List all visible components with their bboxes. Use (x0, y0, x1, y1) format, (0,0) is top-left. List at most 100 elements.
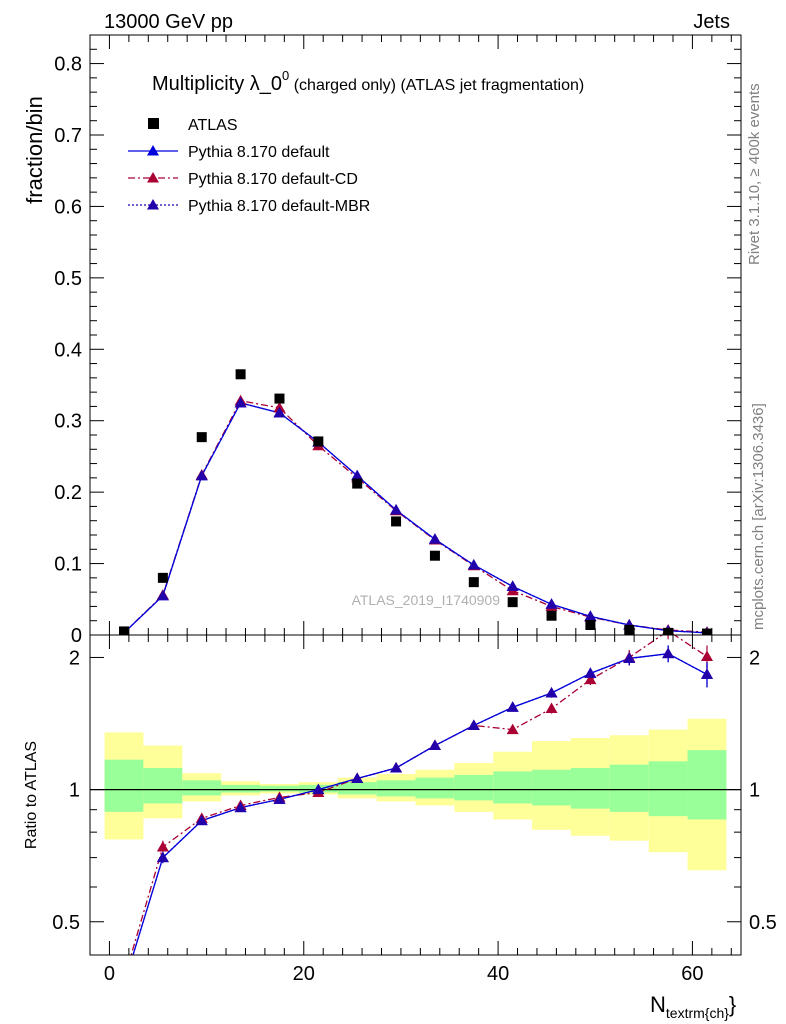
ratio-marker-default_cd (506, 723, 519, 735)
ratio-marker-default_cd (156, 841, 169, 852)
ratio-marker-default (118, 978, 130, 989)
y-tick-label: 0.8 (54, 54, 82, 76)
ratio-marker-default_mbr (273, 793, 286, 804)
legend-marker-default (147, 145, 159, 156)
atlas-data-point (468, 577, 479, 588)
ratio-marker-default_cd (118, 973, 130, 984)
ratio-marker-default_mbr (195, 814, 208, 826)
header-jets: Jets (693, 11, 730, 33)
atlas-data-point (624, 625, 635, 635)
main-marker-default_mbr (234, 396, 247, 408)
ratio-y-tick-label: 0.5 (52, 912, 80, 934)
y-tick-label: 0.5 (54, 268, 82, 290)
atlas-data-point (585, 620, 596, 630)
ratio-marker-default_mbr (312, 783, 325, 795)
legend-label-default_mbr: Pythia 8.170 default-MBR (188, 198, 370, 215)
main-marker-default_mbr (351, 469, 364, 481)
y-tick-label: 0.7 (54, 125, 82, 147)
uncertainty-band-inner (532, 769, 571, 806)
uncertainty-band-inner (104, 759, 144, 812)
uncertainty-band-inner (182, 780, 222, 796)
atlas-data-point (429, 550, 440, 561)
ratio-y-axis-label: Ratio to ATLAS (23, 741, 40, 849)
main-line-default (123, 402, 708, 634)
analysis-watermark: ATLAS_2019_I1740909 (352, 592, 501, 608)
ratio-panel: 0.5 0.5 1 1 2 2 0 20 40 60 Ratio to ATLAS Ntextr… (23, 634, 777, 1021)
x-tick-label: 20 (293, 963, 315, 985)
uncertainty-band-inner (260, 785, 299, 792)
uncertainty-band-inner (454, 774, 494, 801)
uncertainty-band-inner (337, 782, 377, 795)
plot-title-main: Multiplicity λ_0 (152, 73, 282, 95)
atlas-data-point (196, 432, 207, 443)
main-marker-default_mbr (195, 469, 208, 481)
uncertainty-band-inner (609, 764, 649, 812)
main-marker-default_mbr (273, 406, 286, 418)
legend-label-atlas: ATLAS (188, 117, 238, 134)
ratio-marker-default_mbr (390, 762, 403, 773)
mcplots-reference-label: mcplots.cern.ch [arXiv:1306.3436] (750, 403, 767, 630)
ratio-marker-default_mbr (428, 739, 441, 751)
uncertainty-band-inner (570, 768, 610, 809)
legend-label-default: Pythia 8.170 default (188, 144, 330, 161)
ratio-marker-default_mbr (700, 668, 713, 679)
main-plot-area (119, 369, 713, 635)
uncertainty-band-inner (687, 750, 727, 820)
atlas-data-point (157, 572, 168, 583)
uncertainty-band-inner (143, 768, 183, 804)
main-y-axis: 0 0.1 0.2 0.3 0.4 0.5 0.6 0.7 0.8 (54, 48, 741, 647)
main-marker-default_mbr (545, 598, 558, 609)
ratio-marker-default_cd (584, 673, 597, 685)
ratio-marker-default_mbr (623, 652, 636, 663)
ratio-marker-default_mbr (467, 719, 480, 730)
y-tick-label: 0.6 (54, 196, 82, 218)
ratio-marker-default_mbr (351, 772, 364, 783)
main-marker-default_mbr (428, 533, 441, 544)
ratio-marker-default_mbr (234, 801, 247, 813)
x-tick-label: 60 (681, 963, 703, 985)
ratio-marker-default_mbr (584, 667, 597, 678)
main-x-ticks (108, 35, 732, 635)
ratio-y-tick-label-right: 2 (749, 647, 760, 669)
x-axis-label-sub: textrm{ch} (666, 1005, 729, 1021)
ratio-marker-default_mbr (662, 647, 675, 659)
atlas-data-point (507, 597, 518, 608)
ratio-frame (89, 634, 742, 956)
x-axis: 0 20 40 60 (104, 635, 732, 985)
plot-title-rest: (charged only) (ATLAS jet fragmentation) (289, 77, 584, 94)
atlas-data-point (119, 626, 130, 635)
atlas-data-point (663, 627, 674, 635)
legend: ATLAS Pythia 8.170 default Pythia 8.170 de… (128, 117, 370, 215)
header-energy: 13000 GeV pp (104, 11, 233, 33)
main-marker-default_mbr (584, 610, 597, 621)
atlas-data-point (391, 516, 402, 527)
main-marker-default_mbr (506, 580, 519, 591)
legend-marker-default_cd (147, 172, 159, 183)
x-axis-label: Ntextrm{ch}} (650, 992, 736, 1021)
uncertainty-band-inner (221, 784, 261, 793)
main-marker-default_mbr (467, 559, 480, 570)
rivet-version-label: Rivet 3.1.10, ≥ 400k events (746, 83, 763, 265)
x-tick-label: 0 (104, 963, 115, 985)
atlas-data-point (546, 610, 557, 621)
x-tick-label: 40 (487, 963, 509, 985)
y-axis-label: fraction/bin (22, 96, 47, 204)
y-tick-label: 0.1 (54, 554, 82, 576)
y-tick-label: 0 (71, 625, 82, 647)
plot-title: Multiplicity λ_00 (charged only) (ATLAS … (152, 68, 584, 95)
atlas-data-point (352, 478, 363, 489)
atlas-data-point (235, 369, 246, 380)
uncertainty-band-inner (493, 771, 533, 804)
atlas-data-point (313, 436, 324, 447)
ratio-marker-default_mbr (118, 978, 130, 989)
ratio-marker-default_mbr (506, 701, 519, 712)
uncertainty-band-inner (376, 780, 416, 797)
legend-marker-atlas (148, 118, 159, 129)
x-axis-label-main: N (650, 992, 666, 1017)
y-tick-label: 0.4 (54, 339, 82, 361)
ratio-line-default (132, 653, 708, 955)
ratio-y-tick-label-right: 0.5 (749, 912, 777, 934)
ratio-marker-default_cd (545, 702, 558, 714)
plot-title-superscript: 0 (282, 68, 289, 83)
uncertainty-band-inner (648, 761, 688, 817)
